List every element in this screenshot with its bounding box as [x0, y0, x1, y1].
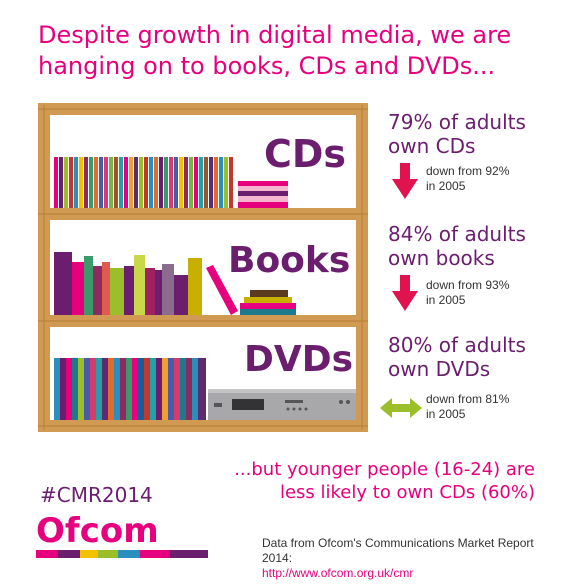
- younger-line-1: ...but younger people (16-24) are: [234, 459, 535, 480]
- change-books: down from 93% in 2005: [426, 278, 556, 308]
- book-spines: [54, 252, 238, 315]
- younger-callout: ...but younger people (16-24) are less l…: [215, 458, 535, 504]
- change-cds: down from 92% in 2005: [426, 164, 556, 194]
- younger-line-2: less likely to own CDs (60%): [279, 482, 535, 503]
- stat-books-line-2: own books: [388, 246, 495, 270]
- change-dvds-line-1: down from 81%: [426, 392, 510, 406]
- hashtag: #CMR2014: [40, 483, 153, 507]
- change-dvds-line-2: in 2005: [426, 407, 466, 421]
- book-stack: [240, 290, 296, 315]
- stat-cds-line-2: own CDs: [388, 134, 476, 158]
- change-dvds: down from 81% in 2005: [426, 392, 556, 422]
- category-label-cds: CDs: [264, 132, 346, 176]
- arrow-flat-icon: [380, 398, 422, 418]
- cd-spines: [54, 157, 233, 208]
- headline: Despite growth in digital media, we are …: [38, 20, 538, 82]
- stat-dvds-line-1: 80% of adults: [388, 333, 526, 357]
- stat-books: 84% of adults own books: [388, 222, 526, 270]
- cd-stack: [238, 181, 288, 208]
- stat-cds: 79% of adults own CDs: [388, 110, 526, 158]
- stat-cds-line-1: 79% of adults: [388, 110, 526, 134]
- change-cds-line-2: in 2005: [426, 179, 466, 193]
- arrow-down-icon: [392, 275, 418, 311]
- change-cds-line-1: down from 92%: [426, 164, 510, 178]
- stat-books-line-1: 84% of adults: [388, 222, 526, 246]
- ofcom-logo: Ofcom: [36, 512, 208, 558]
- change-books-line-2: in 2005: [426, 293, 466, 307]
- arrow-down-icon: [392, 163, 418, 199]
- dvd-player: [208, 389, 356, 420]
- stat-dvds: 80% of adults own DVDs: [388, 333, 526, 381]
- dvd-spines: [54, 358, 206, 420]
- source-note: Data from Ofcom's Communications Market …: [262, 536, 562, 581]
- category-label-dvds: DVDs: [244, 339, 353, 380]
- headline-line-1: Despite growth in digital media, we are: [38, 21, 512, 49]
- logo-wordmark: Ofcom: [36, 512, 159, 551]
- change-books-line-1: down from 93%: [426, 278, 510, 292]
- source-link[interactable]: http://www.ofcom.org.uk/cmr: [262, 566, 414, 580]
- stat-dvds-line-2: own DVDs: [388, 357, 491, 381]
- category-label-books: Books: [228, 240, 350, 281]
- source-line: Data from Ofcom's Communications Market …: [262, 536, 534, 565]
- headline-line-2: hanging on to books, CDs and DVDs...: [38, 52, 496, 80]
